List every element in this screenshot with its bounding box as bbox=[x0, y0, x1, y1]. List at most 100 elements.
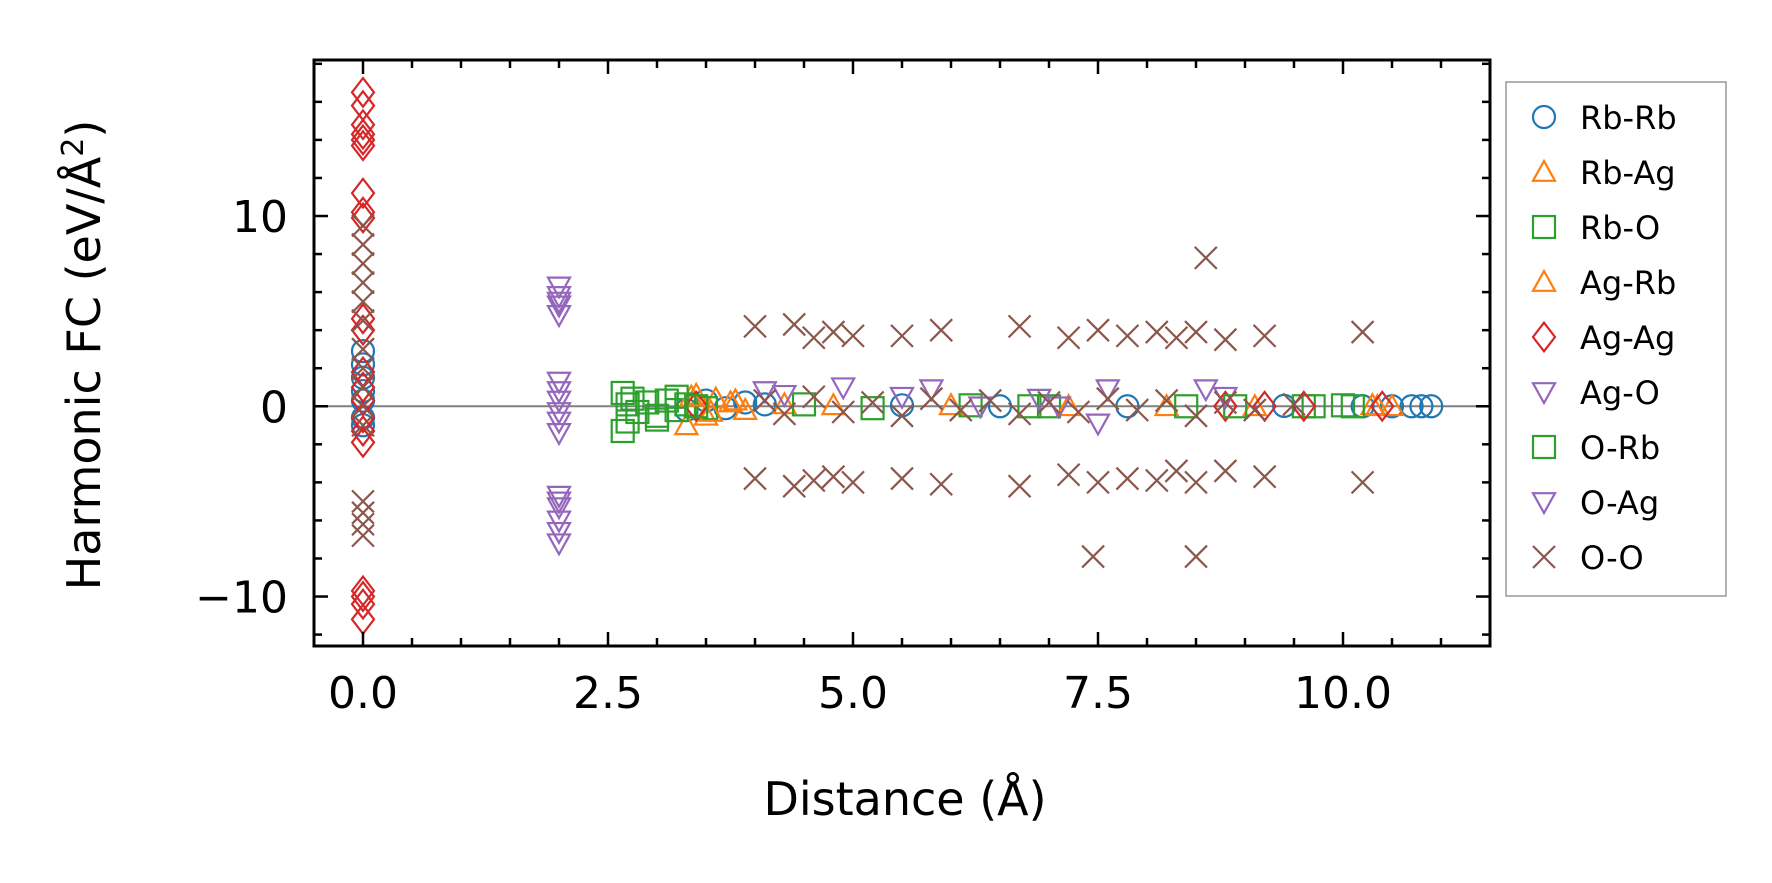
data-point bbox=[351, 394, 375, 419]
legend-label: Rb-Rb bbox=[1580, 99, 1677, 137]
legend-label: O-Rb bbox=[1580, 429, 1660, 467]
legend-marker bbox=[1531, 320, 1557, 354]
data-point bbox=[615, 392, 640, 417]
data-point bbox=[751, 381, 778, 405]
legend-marker bbox=[1531, 214, 1557, 240]
legend-label: Ag-Ag bbox=[1580, 319, 1675, 357]
data-point bbox=[1096, 386, 1120, 411]
x-tick-label: 10.0 bbox=[1294, 668, 1392, 719]
data-point bbox=[698, 398, 724, 422]
data-points bbox=[350, 76, 1444, 636]
data-point bbox=[350, 129, 376, 162]
legend-entry: O-Ag bbox=[1531, 484, 1659, 522]
data-point bbox=[351, 413, 375, 438]
legend-marker bbox=[1531, 158, 1557, 182]
data-point bbox=[350, 352, 376, 377]
data-point bbox=[1399, 394, 1424, 419]
data-point bbox=[782, 474, 806, 498]
y-axis-title-base: Harmonic FC (eV/Å bbox=[57, 156, 111, 590]
data-point bbox=[1340, 394, 1365, 419]
legend: Rb-Rb Rb-Ag Rb-O Ag-Rb Ag-Ag Ag-O O-Rb O-Ag O-O bbox=[1505, 81, 1727, 597]
data-point bbox=[546, 291, 572, 315]
data-point bbox=[350, 338, 376, 364]
y-tick-label: −10 bbox=[195, 573, 288, 624]
data-point bbox=[546, 533, 572, 557]
x-tick-label: 2.5 bbox=[573, 668, 643, 719]
data-point bbox=[644, 407, 670, 432]
data-point bbox=[610, 418, 635, 444]
data-point bbox=[860, 396, 885, 421]
data-point bbox=[743, 314, 767, 339]
data-point bbox=[350, 177, 376, 210]
data-point bbox=[1086, 318, 1110, 342]
data-point bbox=[1115, 324, 1140, 348]
data-point bbox=[1184, 404, 1208, 428]
x-tick-label: 7.5 bbox=[1063, 668, 1133, 719]
data-point bbox=[693, 396, 719, 421]
data-point bbox=[860, 390, 885, 415]
data-point bbox=[830, 377, 857, 401]
data-point bbox=[771, 384, 798, 409]
y-axis-title-end: ) bbox=[57, 120, 111, 138]
data-point bbox=[350, 314, 376, 347]
data-point bbox=[1164, 459, 1189, 483]
x-tick-label: 0.0 bbox=[328, 668, 398, 719]
data-point bbox=[841, 324, 865, 348]
data-point bbox=[978, 388, 1002, 413]
y-tick-label: 10 bbox=[232, 192, 288, 243]
series-rb-o bbox=[610, 380, 1365, 444]
data-point bbox=[1007, 402, 1032, 426]
data-point bbox=[1007, 314, 1032, 339]
data-point bbox=[831, 400, 855, 424]
y-axis-title-sup: 2 bbox=[56, 138, 91, 157]
legend-entry: Rb-Ag bbox=[1531, 154, 1676, 192]
data-point bbox=[889, 386, 915, 411]
data-point bbox=[546, 497, 572, 521]
legend-entry: Ag-Ag bbox=[1531, 319, 1675, 357]
data-point bbox=[958, 393, 983, 418]
data-point bbox=[351, 337, 375, 361]
data-point bbox=[821, 320, 846, 344]
data-point bbox=[1164, 326, 1189, 350]
data-point bbox=[350, 371, 376, 404]
data-point bbox=[620, 386, 645, 411]
legend-entry: Rb-O bbox=[1531, 209, 1660, 247]
data-point bbox=[350, 580, 376, 613]
legend-entry: Rb-Rb bbox=[1531, 99, 1677, 137]
data-point bbox=[350, 108, 376, 141]
data-point bbox=[350, 123, 376, 157]
data-point bbox=[350, 414, 376, 448]
data-point bbox=[1213, 390, 1238, 423]
data-point bbox=[1115, 466, 1140, 491]
legend-marker bbox=[1531, 382, 1557, 406]
data-point bbox=[664, 384, 689, 409]
data-point bbox=[890, 404, 914, 428]
data-point bbox=[546, 485, 572, 509]
data-point bbox=[1145, 320, 1169, 344]
data-point bbox=[683, 390, 709, 423]
data-point bbox=[654, 388, 679, 413]
data-point bbox=[1301, 394, 1326, 419]
data-point bbox=[1282, 392, 1306, 417]
data-point bbox=[1007, 474, 1032, 498]
legend-marker bbox=[1531, 434, 1557, 460]
data-point bbox=[350, 201, 376, 235]
ticks: 0.0 2.5 5.0 7.5 10.0 −10 0 10 bbox=[195, 60, 1490, 719]
data-point bbox=[1081, 544, 1105, 569]
data-point bbox=[1213, 390, 1238, 415]
data-point bbox=[350, 118, 376, 151]
data-point bbox=[841, 470, 865, 495]
legend-label: O-Ag bbox=[1580, 484, 1659, 522]
data-point bbox=[1194, 246, 1218, 270]
data-point bbox=[546, 521, 572, 546]
data-point bbox=[546, 491, 572, 515]
data-point bbox=[929, 472, 953, 497]
data-point bbox=[1192, 379, 1219, 403]
y-tick-label: 0 bbox=[260, 382, 288, 433]
legend-marker bbox=[1531, 268, 1557, 292]
data-point bbox=[1056, 326, 1081, 350]
data-point bbox=[821, 464, 846, 489]
data-point bbox=[938, 392, 964, 416]
data-point bbox=[546, 305, 572, 329]
data-point bbox=[890, 324, 914, 348]
